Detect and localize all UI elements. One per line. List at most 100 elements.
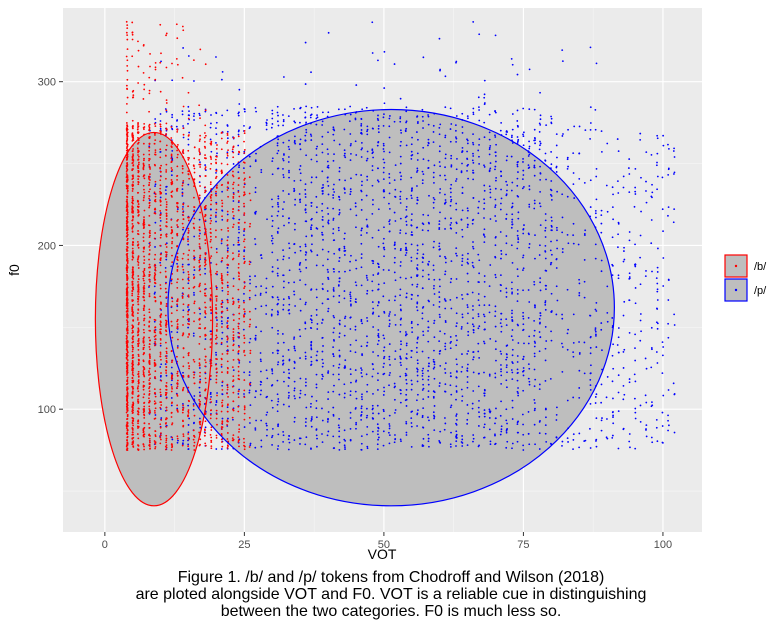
point-p: [360, 345, 363, 348]
point-b: [137, 300, 139, 303]
point-b: [237, 370, 240, 373]
point-p: [399, 330, 402, 333]
point-p: [450, 191, 452, 194]
point-b: [237, 374, 240, 377]
point-b: [142, 371, 145, 374]
point-p: [444, 202, 447, 205]
point-p: [645, 367, 648, 370]
point-p: [461, 264, 463, 267]
point-p: [611, 411, 614, 414]
point-p: [472, 218, 475, 221]
point-p: [399, 355, 402, 358]
point-p: [505, 408, 508, 411]
point-p: [215, 448, 218, 450]
point-p: [372, 326, 375, 328]
point-p: [293, 293, 296, 296]
point-p: [350, 304, 352, 307]
point-b: [243, 255, 245, 258]
point-p: [439, 188, 442, 190]
point-p: [322, 264, 324, 267]
point-b: [137, 355, 140, 358]
point-p: [405, 292, 408, 295]
point-b: [165, 357, 168, 360]
point-p: [461, 260, 464, 263]
point-b: [226, 134, 229, 136]
point-b: [232, 145, 235, 148]
point-p: [372, 151, 374, 154]
point-p: [410, 276, 413, 279]
point-b: [148, 157, 151, 160]
point-b: [188, 333, 191, 336]
point-p: [639, 313, 642, 315]
point-b: [221, 404, 224, 407]
point-p: [594, 212, 597, 215]
point-b: [149, 244, 151, 247]
point-p: [332, 373, 335, 376]
point-p: [466, 272, 469, 275]
point-p: [338, 166, 341, 169]
point-p: [528, 203, 531, 206]
point-p: [287, 193, 290, 195]
point-p: [483, 394, 486, 397]
point-p: [411, 293, 414, 296]
point-p: [572, 351, 575, 354]
point-p: [315, 383, 318, 386]
point-p: [595, 335, 597, 337]
point-b: [131, 299, 134, 301]
point-p: [226, 340, 229, 343]
point-p: [477, 425, 480, 427]
point-p: [215, 211, 217, 214]
point-p: [394, 314, 396, 316]
point-b: [175, 23, 178, 26]
point-p: [438, 242, 441, 245]
point-p: [365, 106, 368, 109]
point-b: [125, 348, 128, 351]
point-p: [511, 361, 514, 363]
point-p: [639, 319, 642, 322]
point-p: [511, 354, 514, 357]
point-p: [589, 447, 592, 449]
point-p: [668, 424, 670, 427]
point-p: [606, 320, 609, 323]
point-p: [361, 398, 363, 401]
point-p: [344, 317, 346, 320]
point-p: [187, 306, 189, 308]
point-b: [137, 161, 140, 164]
point-p: [271, 372, 274, 375]
point-p: [410, 256, 413, 259]
point-p: [516, 368, 519, 371]
point-p: [355, 267, 358, 270]
point-p: [438, 382, 441, 384]
point-p: [622, 260, 625, 263]
point-p: [305, 105, 308, 108]
point-p: [282, 76, 285, 78]
point-p: [294, 349, 297, 352]
point-p: [343, 152, 346, 155]
point-b: [237, 271, 240, 274]
point-p: [432, 246, 435, 249]
point-p: [500, 197, 503, 200]
point-p: [466, 223, 469, 226]
point-p: [338, 448, 341, 451]
point-p: [276, 403, 279, 406]
point-p: [489, 440, 492, 443]
point-b: [232, 349, 235, 352]
point-b: [165, 425, 168, 428]
point-p: [500, 430, 503, 433]
point-p: [505, 366, 508, 369]
point-p: [215, 216, 217, 218]
point-b: [238, 312, 241, 315]
point-p: [477, 342, 480, 345]
point-p: [366, 335, 368, 338]
point-p: [237, 133, 240, 136]
point-p: [405, 422, 408, 425]
point-b: [132, 256, 135, 259]
point-b: [154, 164, 156, 167]
point-p: [343, 383, 346, 386]
point-p: [399, 190, 402, 193]
point-p: [293, 190, 295, 193]
point-b: [149, 447, 151, 450]
point-p: [410, 322, 413, 325]
point-p: [651, 270, 653, 273]
point-b: [126, 69, 129, 72]
